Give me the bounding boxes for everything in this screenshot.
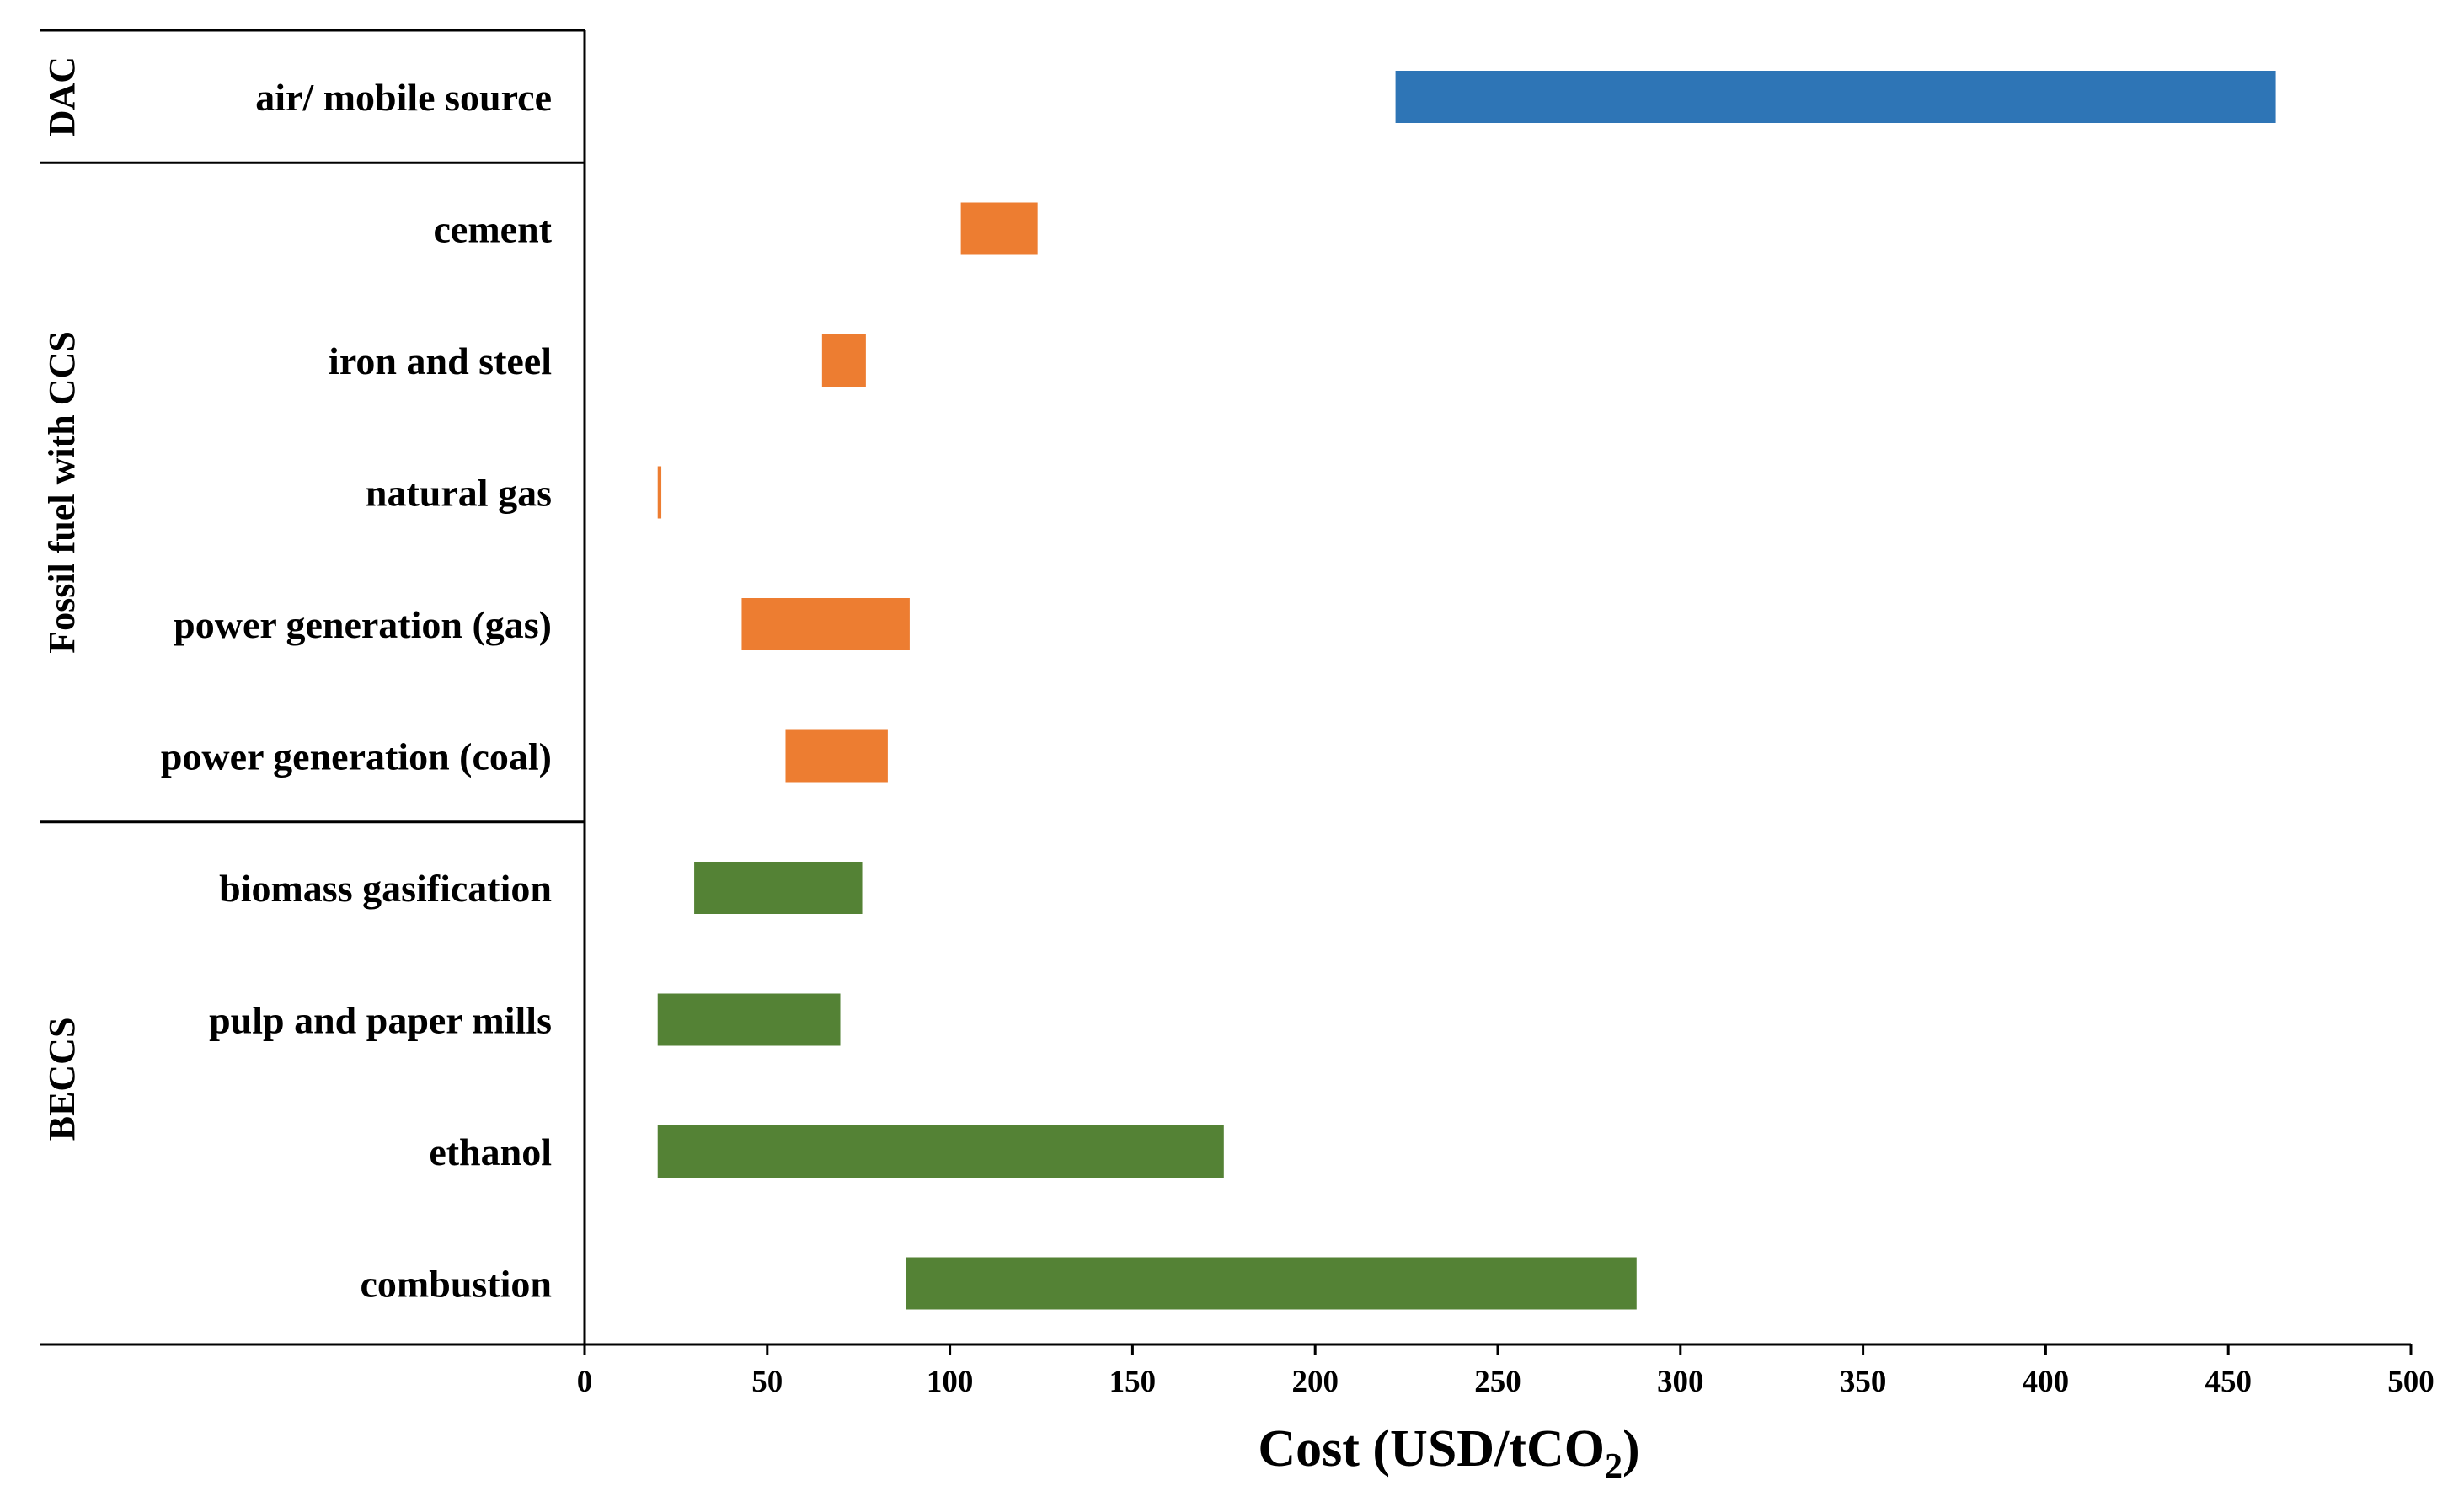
category-label-cement: cement — [434, 208, 553, 251]
x-tick-label-0: 0 — [577, 1365, 593, 1399]
x-tick-label-250: 250 — [1474, 1365, 1521, 1399]
bar-pulp-and-paper-mills — [657, 993, 841, 1046]
x-tick-label-50: 50 — [751, 1365, 783, 1399]
category-label-combustion: combustion — [361, 1263, 552, 1306]
group-label-beccs: BECCS — [41, 1018, 83, 1141]
x-axis-title-suffix: ) — [1622, 1420, 1640, 1478]
x-tick-label-350: 350 — [1840, 1365, 1887, 1399]
bar-ethanol — [657, 1125, 1224, 1178]
category-labels: air/ mobile source cement iron and steel na… — [161, 76, 553, 1306]
x-axis-title-subscript: 2 — [1605, 1447, 1622, 1486]
x-tick-label-150: 150 — [1109, 1365, 1157, 1399]
group-label-fossil-fuel-with-ccs: Fossil fuel with CCS — [41, 331, 83, 654]
x-axis-ticks: 0 50 100 150 200 250 300 350 400 450 500 — [577, 1344, 2435, 1399]
x-tick-label-100: 100 — [927, 1365, 974, 1399]
group-labels: DAC Fossil fuel with CCS BECCS — [41, 56, 83, 1141]
category-label-pulp-and-paper-mills: pulp and paper mills — [209, 999, 552, 1042]
axis-frame — [40, 29, 2411, 1346]
category-label-air-mobile-source: air/ mobile source — [255, 76, 552, 119]
x-axis-title-main: Cost (USD/tCO — [1258, 1420, 1605, 1478]
category-label-biomass-gasification: biomass gasification — [219, 867, 552, 910]
x-tick-label-400: 400 — [2023, 1365, 2070, 1399]
bar-power-generation-coal — [785, 729, 888, 783]
category-label-ethanol: ethanol — [429, 1130, 552, 1173]
group-label-dac: DAC — [41, 56, 83, 136]
category-label-natural-gas: natural gas — [366, 472, 552, 515]
category-label-power-generation-gas: power generation (gas) — [174, 603, 552, 646]
bar-natural-gas — [657, 466, 662, 519]
x-axis-title: Cost (USD/tCO2) — [1258, 1420, 1639, 1486]
bar-combustion — [906, 1257, 1637, 1310]
bar-cement — [960, 202, 1038, 255]
x-tick-label-500: 500 — [2387, 1365, 2435, 1399]
bar-power-generation-gas — [741, 598, 910, 650]
category-label-power-generation-coal: power generation (coal) — [161, 735, 552, 778]
bar-biomass-gasification — [694, 862, 863, 914]
bar-iron-and-steel — [821, 334, 866, 387]
x-tick-label-300: 300 — [1657, 1365, 1704, 1399]
bars-layer — [657, 71, 2276, 1310]
category-label-iron-and-steel: iron and steel — [329, 339, 552, 382]
x-tick-label-450: 450 — [2205, 1365, 2252, 1399]
x-tick-label-200: 200 — [1291, 1365, 1339, 1399]
bar-air-mobile-source — [1395, 71, 2276, 123]
